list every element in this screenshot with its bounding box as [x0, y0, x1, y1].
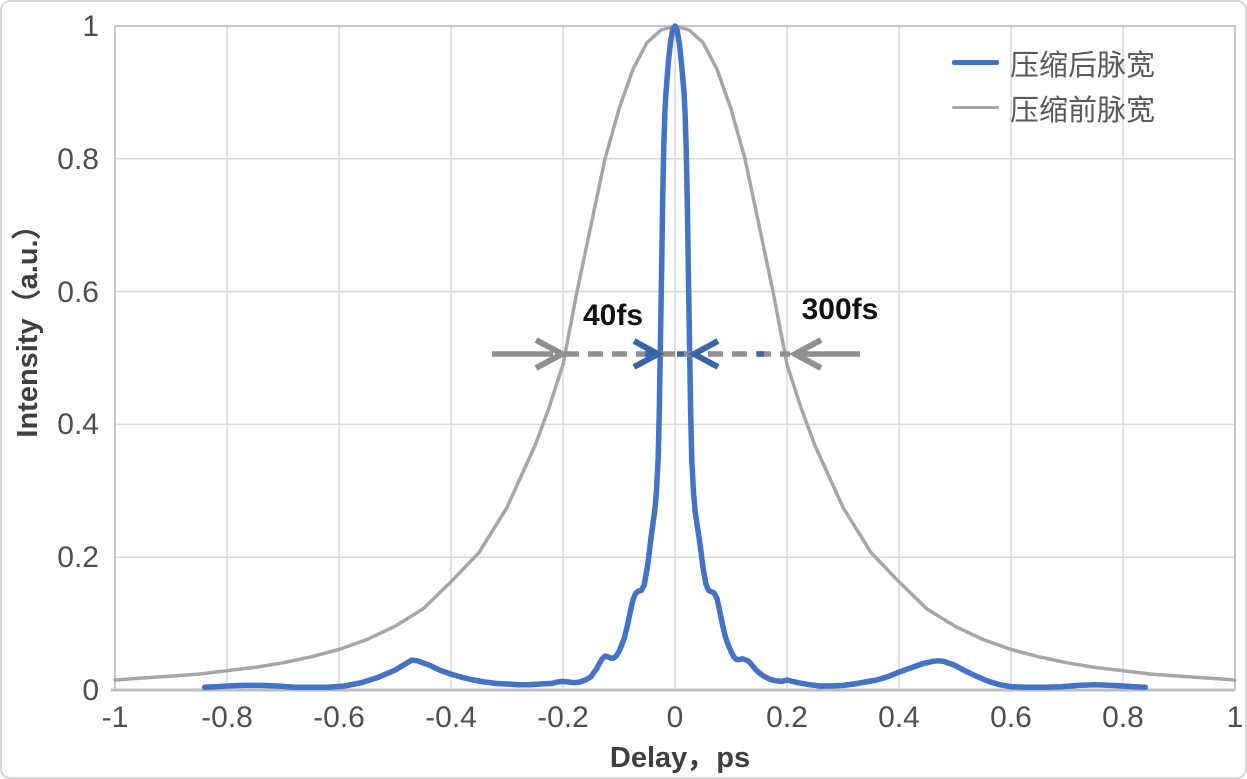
uncompressed-fwhm-label: 300fs: [801, 293, 879, 326]
right-arrow-head-icon: [788, 337, 823, 371]
left-arrow-head-icon: [534, 337, 569, 371]
legend-line-uncompressed-icon: [952, 106, 999, 109]
legend-line-compressed-icon: [952, 60, 999, 65]
legend-label-uncompressed: 压缩前脉宽: [1010, 94, 1156, 127]
blue-right-arrow-head-icon: [632, 338, 665, 370]
compressed-fwhm-label: 40fs: [582, 299, 644, 332]
series-curve-压缩后脉宽: [201, 23, 1149, 691]
blue-left-arrow-head-icon: [687, 338, 720, 370]
fwhm-annotation-arrows: [492, 337, 860, 371]
legend-item-compressed: 压缩后脉宽: [952, 46, 1155, 82]
series-curves: [113, 23, 1237, 691]
legend-item-uncompressed: 压缩前脉宽: [952, 91, 1155, 127]
legend-label-compressed: 压缩后脉宽: [1010, 49, 1156, 82]
legend: 压缩后脉宽 压缩前脉宽: [952, 46, 1155, 136]
